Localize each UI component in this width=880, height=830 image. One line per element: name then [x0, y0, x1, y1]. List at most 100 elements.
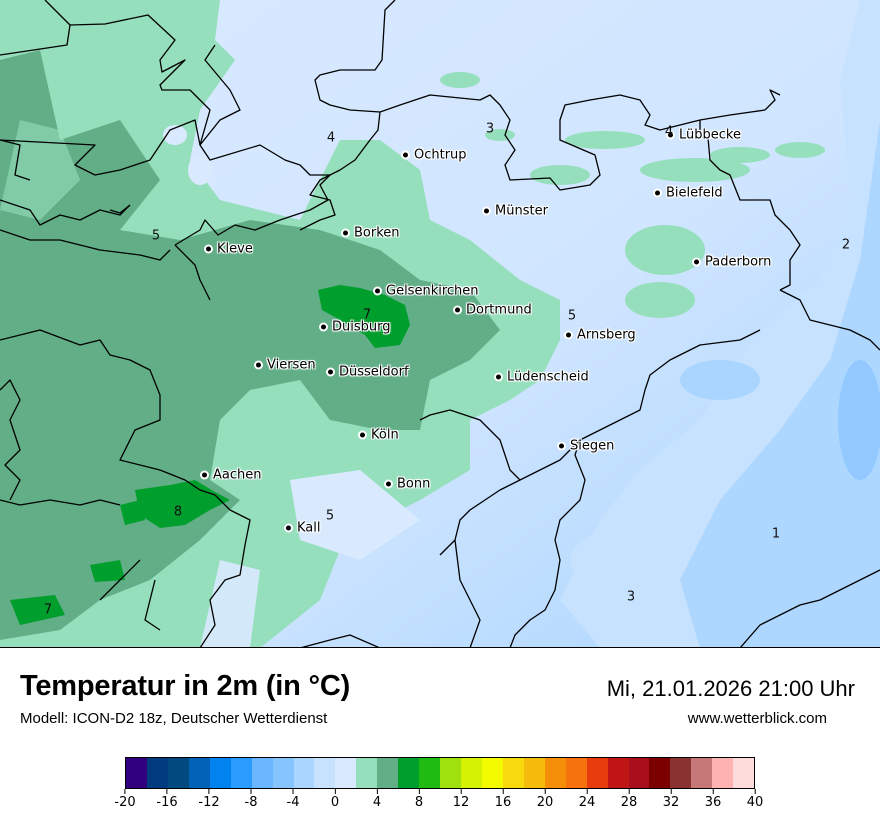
city-name: Siegen	[570, 438, 615, 454]
colorbar-bin	[481, 758, 503, 788]
tick-label: 20	[536, 795, 554, 810]
contour-label: 4	[664, 124, 674, 140]
tick-label: 12	[452, 795, 470, 810]
city-marker: Arnsberg	[566, 328, 636, 343]
colorbar-bin	[649, 758, 671, 788]
colorbar-bin	[670, 758, 692, 788]
colorbar-tick: -16	[156, 789, 178, 810]
colorbar-tick: 20	[536, 789, 554, 810]
city-name: Aachen	[213, 467, 262, 483]
tick-label: -4	[286, 795, 300, 810]
tick-mark	[418, 789, 420, 794]
city-marker: Kleve	[206, 242, 253, 257]
city-dot-icon	[403, 152, 408, 158]
city-dot-icon	[286, 525, 291, 531]
city-dot-icon	[484, 208, 489, 214]
city-dot-icon	[496, 374, 501, 380]
city-dot-icon	[256, 362, 261, 368]
colorbar-tick: 12	[452, 789, 470, 810]
tick-label: 36	[704, 795, 722, 810]
city-name: Ochtrup	[414, 147, 467, 163]
temperature-field	[0, 0, 880, 647]
tick-mark	[670, 789, 672, 794]
colorbar-bin	[565, 758, 587, 788]
city-marker: Düsseldorf	[328, 365, 409, 380]
tick-mark	[712, 789, 714, 794]
city-marker: Ochtrup	[403, 148, 467, 163]
colorbar-bin	[188, 758, 210, 788]
city-marker: Aachen	[202, 468, 261, 483]
tick-mark	[208, 789, 210, 794]
city-name: Arnsberg	[577, 327, 636, 343]
colorbar-bin	[691, 758, 713, 788]
colorbar-bin	[209, 758, 231, 788]
city-name: Lübbecke	[679, 127, 741, 143]
tick-label: 4	[372, 795, 382, 810]
city-name: Lüdenscheid	[507, 369, 589, 385]
tick-mark	[754, 789, 756, 794]
contour-label: 2	[841, 237, 851, 253]
tick-mark	[586, 789, 588, 794]
colorbar-bin	[251, 758, 273, 788]
colorbar-bin	[293, 758, 315, 788]
city-marker: Bielefeld	[655, 186, 723, 201]
city-dot-icon	[694, 259, 699, 265]
contour-label: 7	[362, 307, 372, 323]
tick-label: -20	[114, 795, 136, 810]
tick-label: 16	[494, 795, 512, 810]
city-marker: Siegen	[559, 439, 614, 454]
contour-label: 5	[567, 308, 577, 324]
city-marker: Köln	[360, 428, 399, 443]
contour-label: 4	[326, 130, 336, 146]
website-link[interactable]: www.wetterblick.com	[687, 710, 827, 727]
contour-label: 8	[173, 504, 183, 520]
city-name: Bonn	[397, 476, 431, 492]
colorbar-bin	[167, 758, 189, 788]
city-dot-icon	[375, 288, 380, 294]
tick-mark	[376, 789, 378, 794]
tick-mark	[502, 789, 504, 794]
colorbar-bin	[146, 758, 168, 788]
colorbar-tick: 4	[373, 789, 381, 810]
city-dot-icon	[202, 472, 207, 478]
colorbar-tick: 16	[494, 789, 512, 810]
colorbar-tick: -12	[198, 789, 220, 810]
city-marker: Bonn	[386, 477, 430, 492]
colorbar-bin	[461, 758, 482, 788]
tick-label: 32	[662, 795, 680, 810]
tick-label: 28	[620, 795, 638, 810]
city-dot-icon	[386, 481, 391, 487]
tick-label: -16	[156, 795, 178, 810]
contour-label: 3	[626, 589, 636, 605]
city-marker: Viersen	[256, 358, 316, 373]
colorbar	[125, 757, 755, 789]
colorbar-bin	[628, 758, 650, 788]
city-dot-icon	[321, 324, 326, 330]
tick-label: 8	[414, 795, 424, 810]
city-name: Düsseldorf	[339, 364, 409, 380]
city-marker: Münster	[484, 204, 548, 219]
colorbar-bin	[544, 758, 566, 788]
colorbar-tick: 32	[662, 789, 680, 810]
city-marker: Borken	[343, 226, 400, 241]
colorbar-tick: -8	[245, 789, 257, 810]
city-dot-icon	[566, 332, 571, 338]
tick-label: -12	[198, 795, 220, 810]
colorbar-tick: 8	[415, 789, 423, 810]
city-marker: Dortmund	[455, 303, 532, 318]
colorbar-tick: -4	[286, 789, 300, 810]
city-name: Borken	[354, 225, 400, 241]
city-dot-icon	[668, 132, 673, 138]
city-dot-icon	[206, 246, 211, 252]
colorbar-tick: 40	[747, 789, 763, 810]
colorbar-bin	[272, 758, 294, 788]
colorbar-bin	[230, 758, 252, 788]
city-marker: Duisburg	[321, 320, 391, 335]
tick-mark	[334, 789, 336, 794]
city-dot-icon	[559, 443, 564, 449]
colorbar-bin	[712, 758, 734, 788]
city-dot-icon	[655, 190, 660, 196]
colorbar-bin	[502, 758, 524, 788]
city-name: Bielefeld	[666, 185, 723, 201]
city-name: Paderborn	[705, 254, 772, 270]
